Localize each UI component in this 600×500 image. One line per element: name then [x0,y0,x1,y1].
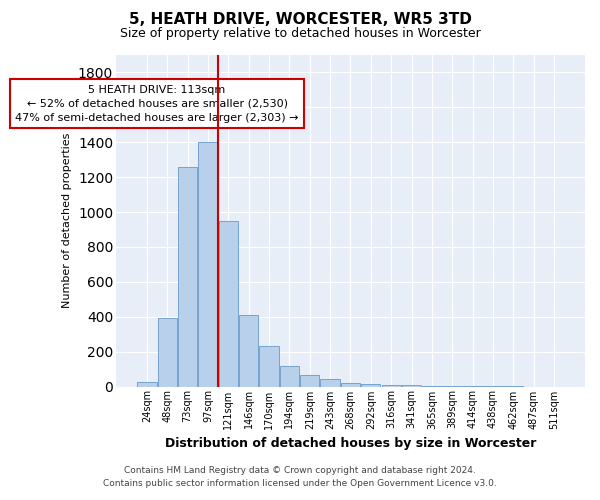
Bar [199,142,218,386]
X-axis label: Distribution of detached houses by size in Worcester: Distribution of detached houses by size … [165,437,536,450]
Text: Size of property relative to detached houses in Worcester: Size of property relative to detached ho… [119,28,481,40]
Bar [382,385,401,386]
Bar [178,166,197,386]
Bar [218,221,238,386]
Bar [402,385,421,386]
Text: 5, HEATH DRIVE, WORCESTER, WR5 3TD: 5, HEATH DRIVE, WORCESTER, WR5 3TD [128,12,472,28]
Text: Contains HM Land Registry data © Crown copyright and database right 2024.
Contai: Contains HM Land Registry data © Crown c… [103,466,497,487]
Bar [259,346,279,387]
Bar [239,315,259,386]
Text: 5 HEATH DRIVE: 113sqm
← 52% of detached houses are smaller (2,530)
47% of semi-d: 5 HEATH DRIVE: 113sqm ← 52% of detached … [16,84,299,122]
Bar [341,383,360,386]
Bar [361,384,380,386]
Bar [158,318,177,386]
Bar [280,366,299,386]
Bar [137,382,157,386]
Bar [300,375,319,386]
Y-axis label: Number of detached properties: Number of detached properties [62,133,73,308]
Bar [320,379,340,386]
